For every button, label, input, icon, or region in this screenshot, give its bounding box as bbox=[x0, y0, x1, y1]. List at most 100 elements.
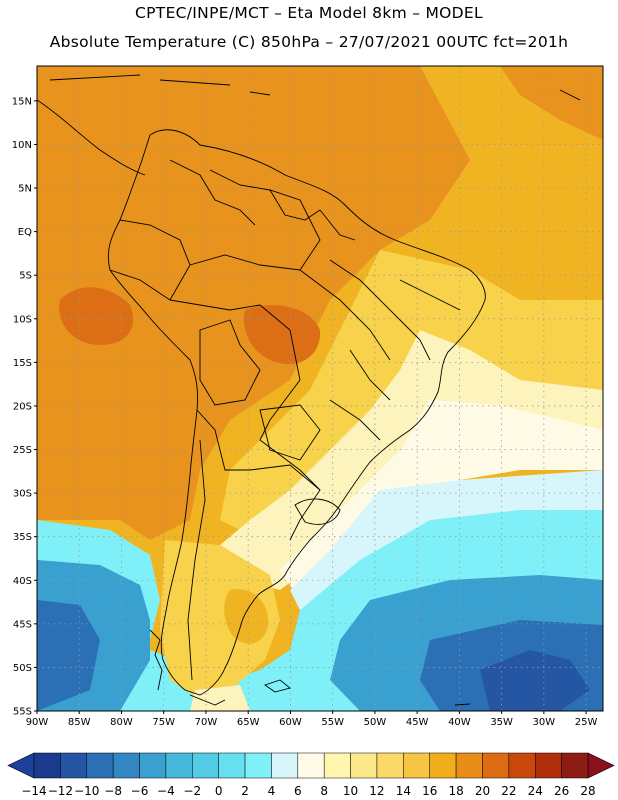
colorbar-tick-label: 26 bbox=[554, 784, 569, 798]
colorbar-tick-label: 28 bbox=[580, 784, 595, 798]
lon-label: 60W bbox=[279, 717, 302, 728]
country-borders bbox=[37, 74, 581, 706]
temperature-field bbox=[37, 66, 603, 711]
border-brazil-west bbox=[169, 299, 321, 491]
border-brazil-states bbox=[299, 259, 461, 441]
lat-label: 10N bbox=[12, 140, 32, 151]
colorbar-tick-label: 10 bbox=[343, 784, 358, 798]
plot-frame bbox=[36, 65, 604, 712]
border-brazil-north bbox=[169, 169, 321, 301]
south-georgia bbox=[454, 703, 471, 706]
colorbar-tick-label: 2 bbox=[241, 784, 249, 798]
lon-label: 90W bbox=[26, 717, 49, 728]
lat-label: EQ bbox=[18, 227, 32, 238]
lat-label: 20S bbox=[13, 401, 32, 412]
colorbar-tick-label: −12 bbox=[48, 784, 73, 798]
colorbar-cell bbox=[323, 752, 351, 779]
central-america bbox=[37, 99, 146, 176]
colorbar-cell bbox=[534, 752, 562, 779]
field-hot-central bbox=[244, 305, 321, 365]
longitude-labels: 90W 85W 80W 75W 70W 65W 60W 55W 50W 45W 40W 35W 30W 2… bbox=[26, 711, 598, 728]
field-deepblue-east bbox=[480, 650, 590, 711]
caribbean-islands bbox=[49, 74, 581, 101]
colorbar-cell bbox=[403, 752, 430, 779]
colorbar-cell bbox=[376, 752, 404, 779]
colorbar-cell bbox=[218, 752, 246, 779]
colorbar-cell bbox=[482, 752, 510, 779]
lon-label: 50W bbox=[364, 717, 387, 728]
colorbar-cell bbox=[350, 752, 378, 779]
lon-label: 75W bbox=[152, 717, 175, 728]
lat-label: 25S bbox=[13, 445, 32, 456]
colorbar-tick-label: 6 bbox=[294, 784, 302, 798]
colorbar-cell bbox=[508, 752, 536, 779]
colorbar-cell bbox=[271, 752, 299, 779]
tierra-del-fuego bbox=[149, 629, 226, 706]
colorbar-cell bbox=[561, 752, 589, 779]
field-pale bbox=[220, 330, 603, 590]
colorbar-under-triangle bbox=[7, 752, 35, 779]
lat-label: 5N bbox=[18, 184, 32, 195]
lon-label: 35W bbox=[490, 717, 513, 728]
field-light-blue bbox=[290, 470, 603, 610]
lat-label: 55S bbox=[13, 707, 32, 718]
border-argentina bbox=[196, 409, 321, 541]
colorbar-tick-label: −14 bbox=[21, 784, 46, 798]
colorbar-cell bbox=[165, 752, 193, 779]
colorbar-cell bbox=[244, 752, 272, 779]
colorbar-tick-label: 14 bbox=[396, 784, 411, 798]
lat-label: 15S bbox=[13, 358, 32, 369]
colorbar-cell bbox=[455, 752, 483, 779]
lon-label: 40W bbox=[448, 717, 471, 728]
field-cream bbox=[280, 400, 603, 600]
title-line-2: Absolute Temperature (C) 850hPa – 27/07/… bbox=[49, 33, 569, 51]
lat-label: 5S bbox=[19, 271, 32, 282]
field-patagonia-yellow bbox=[160, 540, 280, 700]
south-america-coast bbox=[107, 129, 486, 696]
field-blue-west bbox=[37, 600, 100, 711]
lon-label: 55W bbox=[321, 717, 344, 728]
lat-label: 30S bbox=[13, 489, 32, 500]
lon-label: 30W bbox=[533, 717, 556, 728]
field-orange-ne bbox=[500, 66, 603, 140]
lon-label: 65W bbox=[237, 717, 260, 728]
falklands bbox=[264, 679, 291, 693]
lon-label: 70W bbox=[195, 717, 218, 728]
field-hot-peru bbox=[59, 287, 134, 345]
colorbar-tick-labels: −14 −12 −10 −8 −6 −4 −2 0 2 4 6 8 10 12 14 16 18 20 22 24 26… bbox=[21, 784, 595, 798]
field-south-pale bbox=[190, 685, 250, 711]
title-line-1: CPTEC/INPE/MCT – Eta Model 8km – MODEL bbox=[135, 4, 483, 22]
colorbar-over-triangle bbox=[587, 752, 615, 779]
colorbar-tick-label: −8 bbox=[104, 784, 122, 798]
colorbar-cell bbox=[192, 752, 219, 779]
border-uruguay bbox=[294, 498, 341, 525]
field-patagonia-amber bbox=[224, 589, 269, 644]
lat-label: 35S bbox=[13, 532, 32, 543]
colorbar-tick-label: −2 bbox=[183, 784, 201, 798]
lat-label: 45S bbox=[13, 619, 32, 630]
lat-label: 10S bbox=[13, 314, 32, 325]
colorbar-cell bbox=[112, 752, 140, 779]
colorbar-tick-label: 22 bbox=[501, 784, 516, 798]
field-orange bbox=[37, 66, 470, 540]
colorbar-cell bbox=[33, 752, 61, 779]
colorbar-tick-label: 18 bbox=[448, 784, 463, 798]
border-paraguay bbox=[259, 404, 321, 461]
colorbar-tick-label: 0 bbox=[215, 784, 223, 798]
border-bolivia bbox=[199, 319, 261, 406]
colorbar-tick-label: −10 bbox=[74, 784, 99, 798]
border-chile bbox=[187, 439, 206, 681]
colorbar-tick-label: −4 bbox=[157, 784, 175, 798]
colorbar-cell bbox=[139, 752, 167, 779]
colorbar-tick-label: 20 bbox=[475, 784, 490, 798]
latitude-labels: 15N 10N 5N EQ 5S 10S 15S 20S 25S 30S 35S 40S 45S 50S 5… bbox=[12, 96, 37, 718]
lat-label: 50S bbox=[13, 663, 32, 674]
colorbar-tick-label: 24 bbox=[528, 784, 543, 798]
colorbar-tick-label: −6 bbox=[131, 784, 149, 798]
colorbar-cell bbox=[60, 752, 88, 779]
colorbar-cell bbox=[297, 752, 325, 779]
lon-label: 45W bbox=[406, 717, 429, 728]
lon-label: 25W bbox=[575, 717, 598, 728]
lon-label: 85W bbox=[68, 717, 91, 728]
